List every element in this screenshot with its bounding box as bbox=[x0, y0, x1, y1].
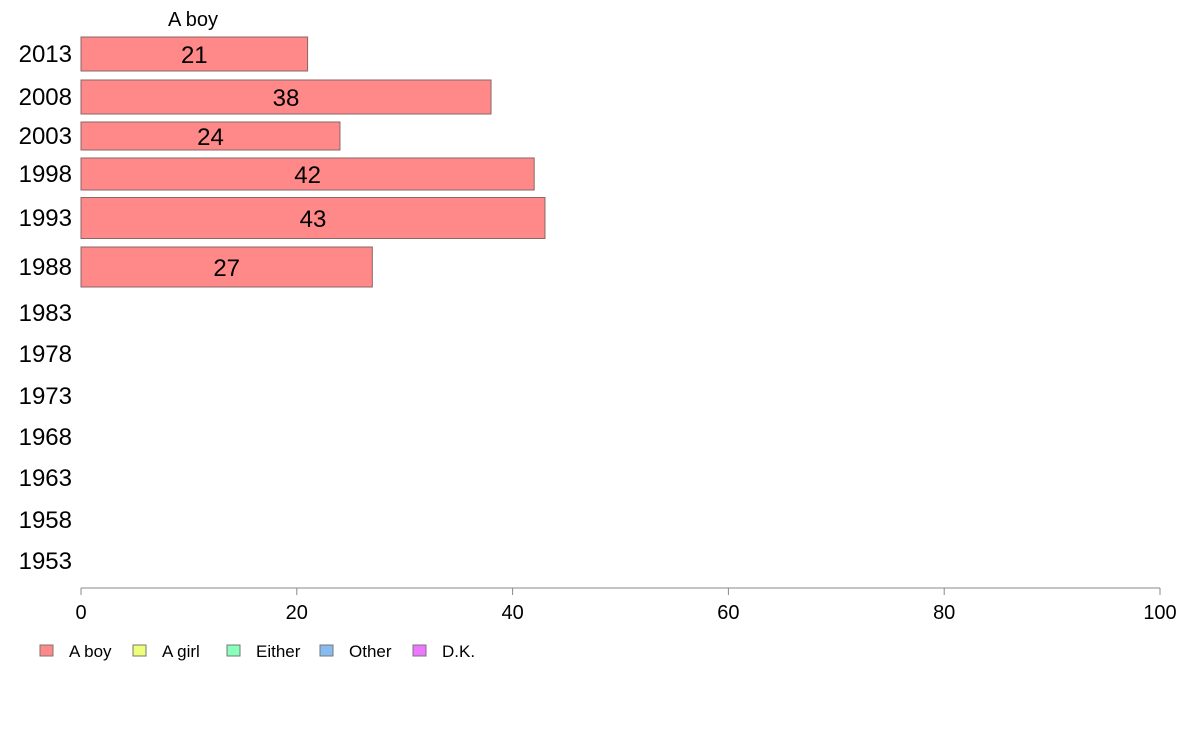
bar bbox=[80, 157, 535, 191]
legend-swatch bbox=[319, 644, 334, 657]
legend-label: D.K. bbox=[442, 642, 475, 661]
category-label: 1983 bbox=[19, 300, 72, 327]
category-label: 2008 bbox=[19, 84, 72, 111]
legend-label: A girl bbox=[162, 642, 200, 661]
category-label: 1988 bbox=[19, 254, 72, 281]
bar bbox=[80, 121, 341, 151]
bar bbox=[80, 79, 492, 115]
category-label: 2003 bbox=[19, 123, 72, 150]
category-label: 1953 bbox=[19, 548, 72, 575]
category-label: 1963 bbox=[19, 465, 72, 492]
x-tick-label: 40 bbox=[501, 602, 523, 624]
category-label: 1968 bbox=[19, 424, 72, 451]
bar-value-label: 24 bbox=[197, 124, 224, 151]
legend-swatch bbox=[226, 644, 241, 657]
category-label: 1978 bbox=[19, 341, 72, 368]
x-tick-label: 100 bbox=[1143, 602, 1176, 624]
bar-value-label: 27 bbox=[213, 255, 240, 282]
legend: A boy A girl Either Other D.K. bbox=[39, 642, 475, 661]
bar-value-label: 38 bbox=[273, 85, 300, 112]
bar bbox=[80, 197, 546, 239]
x-tick-label: 0 bbox=[75, 602, 86, 624]
legend-label: Other bbox=[349, 642, 392, 661]
bar bbox=[80, 36, 309, 72]
series-title: A boy bbox=[168, 9, 218, 31]
x-axis: 0 20 40 60 80 100 bbox=[75, 587, 1177, 624]
x-tick-label: 20 bbox=[286, 602, 308, 624]
bar-value-label: 43 bbox=[300, 206, 327, 233]
legend-label: Either bbox=[256, 642, 301, 661]
category-label: 1973 bbox=[19, 383, 72, 410]
bar-value-label: 42 bbox=[294, 162, 321, 189]
category-label: 1958 bbox=[19, 507, 72, 534]
category-label: 1993 bbox=[19, 205, 72, 232]
category-label: 1998 bbox=[19, 161, 72, 188]
category-label: 2013 bbox=[19, 41, 72, 68]
bar bbox=[80, 246, 373, 288]
bar-value-label: 21 bbox=[181, 42, 208, 69]
legend-swatch bbox=[132, 644, 147, 657]
x-tick-label: 80 bbox=[933, 602, 955, 624]
bars-layer: 21 38 24 42 43 27 bbox=[80, 36, 546, 288]
x-tick-label: 60 bbox=[717, 602, 739, 624]
category-labels: 2013 2008 2003 1998 1993 1988 1983 1978 1973 1968… bbox=[19, 41, 72, 575]
legend-swatch bbox=[412, 644, 427, 657]
legend-swatch bbox=[39, 644, 54, 657]
legend-label: A boy bbox=[69, 642, 112, 661]
